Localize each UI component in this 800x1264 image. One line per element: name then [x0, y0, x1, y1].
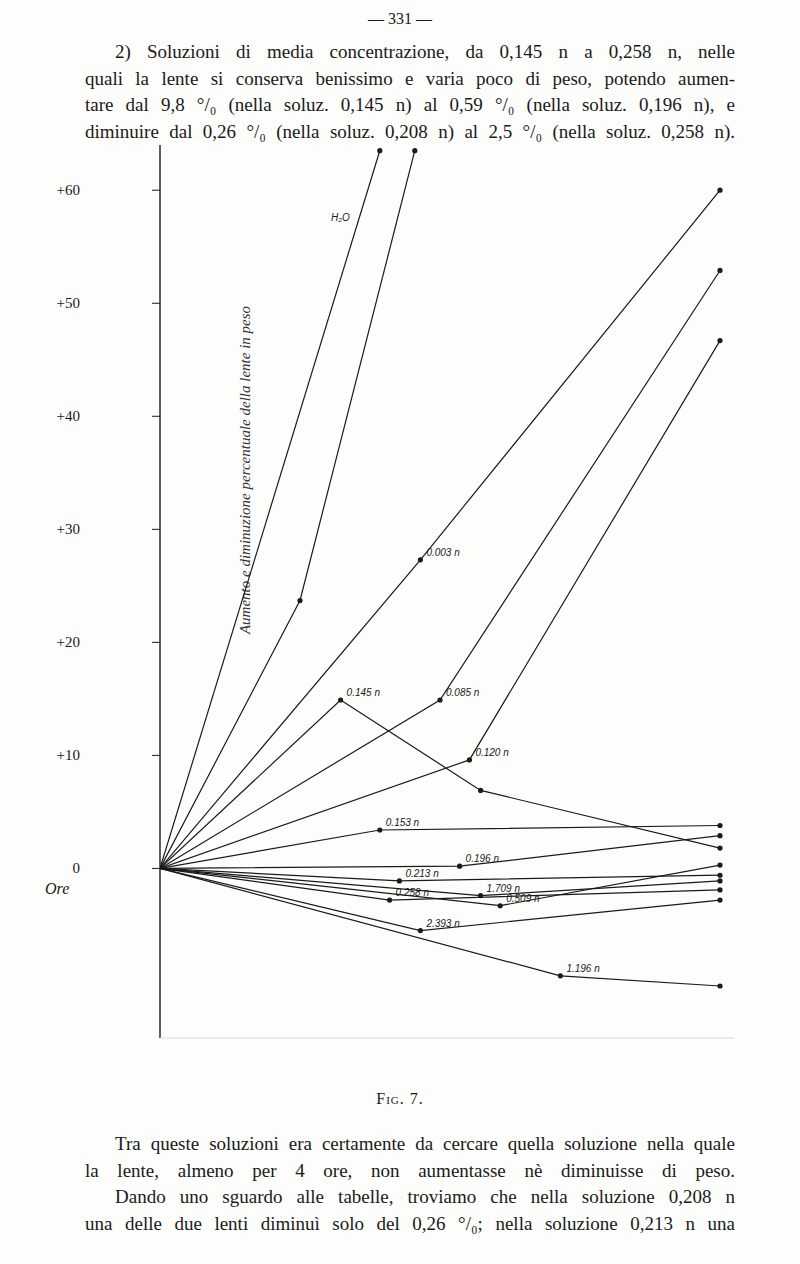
series-label: 0.213 n — [405, 868, 439, 879]
series-label: 1.196 n — [566, 963, 600, 974]
y-tick-label: 0 — [73, 860, 81, 876]
y-tick-label: +30 — [57, 521, 80, 537]
y-tick-label: +60 — [57, 182, 80, 198]
figure: 0 +10 +20 +30 +40 +50 +60 Ore Aumento e diminuzi… — [0, 0, 800, 1264]
series-label: 0.003 n — [426, 547, 460, 558]
y-tick — [152, 755, 160, 756]
series-point — [717, 268, 722, 273]
series-line — [160, 190, 720, 868]
series-line — [160, 865, 720, 906]
series-point — [717, 873, 722, 878]
series-label: 0.258 n — [396, 887, 430, 898]
y-tick — [152, 190, 160, 191]
series-point — [412, 148, 417, 153]
series-point — [437, 697, 442, 702]
series-point — [717, 833, 722, 838]
series-labels: H₂O 0.003 n 0.085 n 0.120 n 0.145 n 0.153 n 0.… — [331, 212, 600, 974]
series-label: 0.085 n — [446, 687, 480, 698]
plot-area — [160, 148, 723, 989]
y-tick — [152, 868, 160, 869]
series-point — [717, 823, 722, 828]
series-point — [377, 148, 382, 153]
series-line — [160, 826, 720, 869]
series-label: 0.509 n — [506, 893, 540, 904]
x-range-line — [160, 1038, 734, 1039]
series-line — [160, 868, 720, 881]
series-point — [387, 897, 392, 902]
series-line — [160, 700, 720, 868]
text-line: Dando uno sguardo alle tabelle, troviamo… — [115, 1185, 735, 1209]
series-point — [418, 928, 423, 933]
series-point — [717, 338, 722, 343]
series-point — [297, 598, 302, 603]
series-label: 0.153 n — [386, 817, 420, 828]
y-tick-label: +10 — [57, 747, 80, 763]
series-point — [717, 897, 722, 902]
series-line — [160, 868, 720, 900]
text-line: la lente, almeno per 4 ore, non aumentas… — [85, 1159, 735, 1183]
y-tick-label: +20 — [57, 634, 80, 650]
series-line — [160, 868, 720, 986]
series-point — [397, 878, 402, 883]
series-line — [160, 151, 415, 869]
y-axis — [159, 145, 160, 1038]
series-point — [717, 983, 722, 988]
y-tick — [152, 642, 160, 643]
series-label: H₂O — [331, 212, 350, 223]
series-point — [478, 788, 483, 793]
series-point — [558, 973, 563, 978]
series-point — [717, 878, 722, 883]
page-number: — 331 — — [0, 10, 800, 28]
text-line: Tra queste soluzioni era certamente da c… — [115, 1132, 735, 1156]
text-line: tare dal 9,8 °/₀ (nella soluz. 0,145 n) … — [85, 93, 735, 117]
series-label: 0.145 n — [347, 687, 381, 698]
y-axis-label: Aumento e diminuzione percentuale della … — [237, 305, 253, 635]
series-point — [717, 862, 722, 867]
y-tick-label: +50 — [57, 295, 80, 311]
series-point — [717, 845, 722, 850]
y-tick — [152, 303, 160, 304]
page: 0 +10 +20 +30 +40 +50 +60 Ore Aumento e diminuzi… — [0, 0, 800, 1264]
text-line: diminuire dal 0,26 °/₀ (nella soluz. 0,2… — [85, 120, 735, 144]
series-point — [338, 697, 343, 702]
series-line — [160, 341, 720, 869]
series-label: 0.196 n — [466, 853, 500, 864]
x-axis-label: Ore — [45, 880, 69, 897]
text-line: quali la lente si conserva benissimo e v… — [85, 67, 735, 91]
series-point — [498, 903, 503, 908]
y-tick-label: +40 — [57, 408, 80, 424]
y-tick — [152, 529, 160, 530]
series-label: 0.120 n — [475, 747, 509, 758]
y-tick — [152, 416, 160, 417]
series-point — [467, 757, 472, 762]
series-line — [160, 151, 380, 869]
series-point — [457, 864, 462, 869]
series-label: 2.393 n — [425, 918, 460, 929]
series-point — [377, 827, 382, 832]
series-point — [717, 887, 722, 892]
series-line — [160, 271, 720, 869]
series-point — [418, 557, 423, 562]
text-line: una delle due lenti diminuì solo del 0,2… — [85, 1212, 735, 1236]
caption: Fig. 7. — [0, 1090, 800, 1108]
series-point — [717, 188, 722, 193]
text-line: 2) Soluzioni di media concentrazione, da… — [115, 40, 735, 64]
series-line — [160, 868, 720, 930]
series-line — [160, 836, 720, 869]
